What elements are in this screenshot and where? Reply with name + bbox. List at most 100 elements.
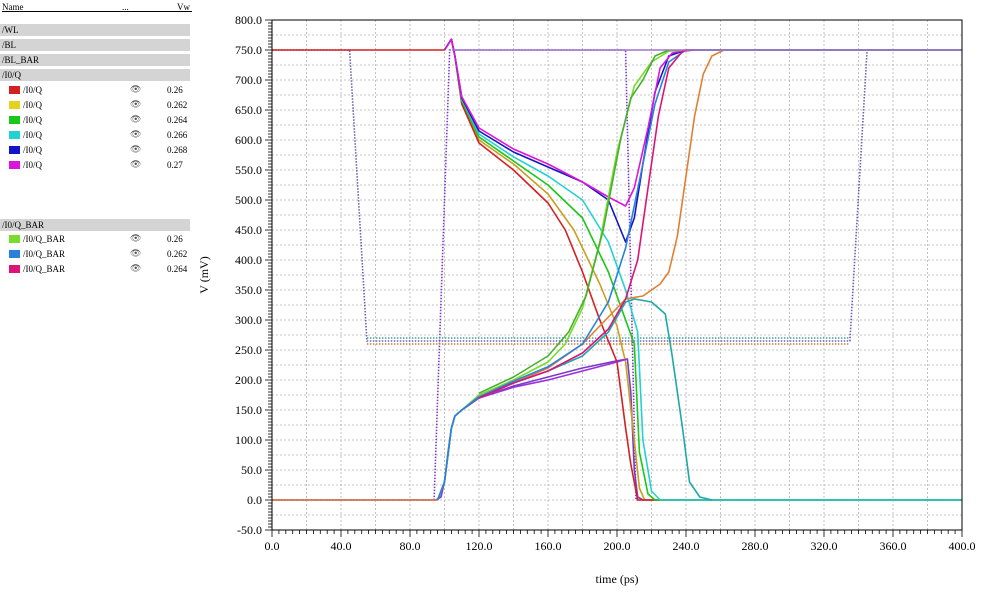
series-line-17	[478, 49, 695, 399]
legend-item-q-0[interactable]: /I0/Q 👁 0.26	[0, 84, 192, 97]
y-tick-label: 350.0	[235, 283, 262, 297]
color-swatch	[9, 101, 20, 109]
eye-icon[interactable]: 👁	[130, 99, 142, 109]
y-tick-label: 400.0	[235, 253, 262, 267]
item-label: /I0/Q_BAR	[23, 234, 66, 244]
eye-icon[interactable]: 👁	[130, 129, 142, 139]
tick-labels: 0.0 40.0 80.0 120.0 160.0 200.0 240.0 280.0 320.…	[235, 13, 976, 553]
group-label: /I0/Q	[2, 70, 21, 80]
legend-item-qbar-0[interactable]: /I0/Q_BAR 👁 0.26	[0, 233, 192, 246]
series-line-7	[443, 38, 962, 501]
group-i0-q[interactable]: /I0/Q	[0, 69, 190, 81]
y-tick-label: 800.0	[235, 13, 262, 27]
legend-item-q-1[interactable]: /I0/Q 👁 0.262	[0, 99, 192, 112]
x-tick-label: 160.0	[535, 539, 562, 553]
x-tick-label: 80.0	[400, 539, 421, 553]
series-line-9	[443, 38, 962, 243]
x-tick-label: 360.0	[880, 539, 907, 553]
color-swatch	[9, 131, 20, 139]
y-tick-label: 200.0	[235, 373, 262, 387]
item-label: /I0/Q	[23, 85, 42, 95]
series-line-10	[443, 38, 962, 207]
color-swatch	[9, 250, 20, 258]
legend-panel: Name ... Vw /WL /BL /BL_BAR /I0/Q /I0/Q …	[0, 0, 192, 592]
y-tick-label: 50.0	[241, 463, 262, 477]
item-label: /I0/Q	[23, 160, 42, 170]
color-swatch	[9, 265, 20, 273]
group-wl[interactable]: /WL	[0, 24, 190, 36]
item-value: 0.262	[167, 249, 188, 259]
group-bl-bar[interactable]: /BL_BAR	[0, 54, 190, 66]
y-tick-label: 150.0	[235, 403, 262, 417]
group-label: /I0/Q_BAR	[2, 220, 45, 230]
eye-icon[interactable]: 👁	[130, 263, 142, 273]
legend-item-qbar-1[interactable]: /I0/Q_BAR 👁 0.262	[0, 248, 192, 261]
legend-item-q-2[interactable]: /I0/Q 👁 0.264	[0, 114, 192, 127]
legend-header: Name ... Vw	[0, 2, 192, 12]
x-tick-label: 0.0	[265, 539, 280, 553]
x-axis-label: time (ps)	[596, 572, 639, 586]
header-dots[interactable]: ...	[122, 2, 129, 12]
legend-item-q-4[interactable]: /I0/Q 👁 0.268	[0, 144, 192, 157]
item-label: /I0/Q	[23, 100, 42, 110]
color-swatch	[9, 161, 20, 169]
group-i0-q-bar[interactable]: /I0/Q_BAR	[0, 219, 190, 231]
header-divider	[2, 11, 192, 12]
y-tick-label: 700.0	[235, 73, 262, 87]
series-line-15	[478, 49, 670, 394]
legend-item-q-3[interactable]: /I0/Q 👁 0.266	[0, 129, 192, 142]
y-tick-label: 450.0	[235, 223, 262, 237]
item-value: 0.26	[167, 234, 183, 244]
x-tick-label: 320.0	[811, 539, 838, 553]
x-tick-label: 120.0	[466, 539, 493, 553]
legend-item-q-5[interactable]: /I0/Q 👁 0.27	[0, 159, 192, 172]
y-tick-label: 650.0	[235, 103, 262, 117]
item-label: /I0/Q	[23, 130, 42, 140]
header-vw: Vw	[177, 2, 190, 12]
item-value: 0.27	[167, 160, 183, 170]
item-label: /I0/Q	[23, 115, 42, 125]
item-value: 0.266	[167, 130, 188, 140]
series-layer	[272, 38, 962, 501]
eye-icon[interactable]: 👁	[130, 114, 142, 124]
group-bl[interactable]: /BL	[0, 39, 190, 51]
legend-item-qbar-2[interactable]: /I0/Q_BAR 👁 0.264	[0, 263, 192, 276]
y-tick-label: 100.0	[235, 433, 262, 447]
series-line-16	[436, 49, 962, 501]
y-tick-label: 600.0	[235, 133, 262, 147]
color-swatch	[9, 86, 20, 94]
series-line-5	[443, 38, 962, 501]
eye-icon[interactable]: 👁	[130, 84, 142, 94]
y-axis-label: V (mV)	[197, 256, 211, 293]
item-label: /I0/Q	[23, 145, 42, 155]
y-tick-label: 550.0	[235, 163, 262, 177]
item-value: 0.26	[167, 85, 183, 95]
ticks	[265, 19, 963, 537]
item-label: /I0/Q_BAR	[23, 249, 66, 259]
y-tick-label: 750.0	[235, 43, 262, 57]
group-label: /WL	[2, 25, 19, 35]
y-tick-label: 250.0	[235, 343, 262, 357]
series-line-8	[443, 38, 962, 501]
item-value: 0.264	[167, 264, 188, 274]
y-tick-label: 300.0	[235, 313, 262, 327]
group-label: /BL	[2, 40, 17, 50]
x-tick-label: 280.0	[742, 539, 769, 553]
x-tick-label: 200.0	[604, 539, 631, 553]
y-tick-label: 500.0	[235, 193, 262, 207]
eye-icon[interactable]: 👁	[130, 233, 142, 243]
x-tick-label: 400.0	[949, 539, 976, 553]
eye-icon[interactable]: 👁	[130, 144, 142, 154]
x-tick-label: 240.0	[673, 539, 700, 553]
y-tick-label: 0.0	[247, 493, 262, 507]
header-name: Name	[2, 2, 24, 12]
eye-icon[interactable]: 👁	[130, 248, 142, 258]
y-tick-label: -50.0	[237, 523, 262, 537]
item-value: 0.262	[167, 100, 188, 110]
group-label: /BL_BAR	[2, 55, 40, 65]
eye-icon[interactable]: 👁	[130, 159, 142, 169]
color-swatch	[9, 146, 20, 154]
item-value: 0.268	[167, 145, 188, 155]
item-label: /I0/Q_BAR	[23, 264, 66, 274]
